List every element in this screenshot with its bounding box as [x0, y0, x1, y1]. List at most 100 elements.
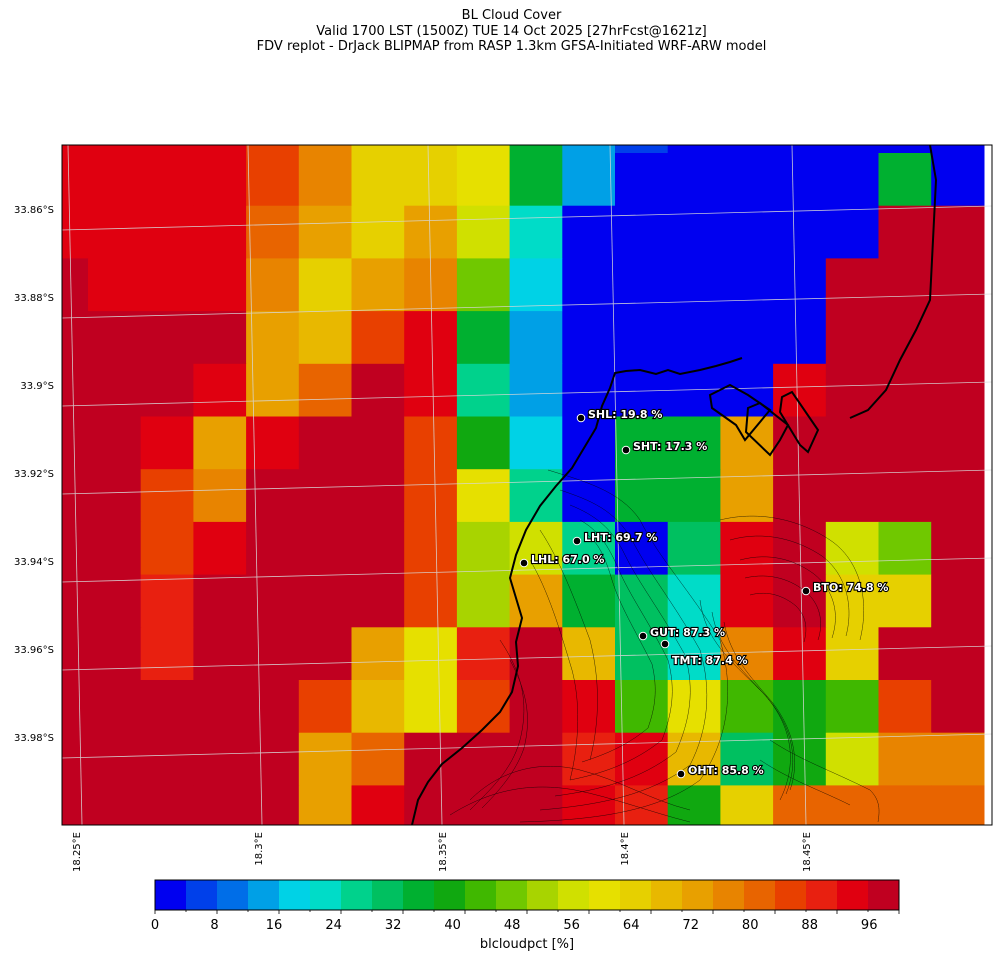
map-frame: [61, 144, 993, 826]
grid-cell: [456, 145, 511, 154]
grid-cell: [615, 311, 669, 365]
grid-cell: [667, 258, 721, 312]
grid-cell: [404, 153, 458, 207]
grid-cell: [140, 574, 194, 628]
grid-cell: [298, 469, 353, 523]
grid-cell: [404, 205, 458, 259]
grid-cell: [351, 521, 405, 576]
grid-cell: [667, 153, 721, 207]
grid-cell: [351, 416, 405, 470]
grid-cell: [88, 574, 142, 628]
map-title-block: BL Cloud Cover Valid 1700 LST (1500Z) TU…: [0, 8, 1001, 55]
grid-cell: [140, 258, 194, 312]
grid-cell: [562, 521, 616, 576]
grid-cell: [825, 145, 880, 154]
grid-cell: [825, 205, 880, 259]
lat-label: 33.98°S: [14, 733, 54, 744]
grid-cell: [667, 521, 721, 576]
grid-cell: [878, 145, 932, 154]
colorbar-swatch: [341, 880, 373, 910]
grid-cell: [140, 153, 194, 207]
latitude-labels: 33.86°S 33.88°S 33.9°S 33.92°S 33.94°S 3…: [14, 205, 54, 744]
grid-cell: [825, 416, 880, 470]
grid-cell: [88, 469, 142, 523]
grid-cell: [720, 785, 774, 825]
colorbar-tick-label: 88: [801, 918, 818, 933]
station-label: SHT: 17.3 %: [633, 440, 707, 453]
grid-cell: [615, 469, 669, 523]
station-dot: [676, 769, 686, 779]
grid-cell: [298, 205, 353, 259]
station-oht[interactable]: OHT: 85.8 %: [676, 763, 765, 779]
grid-cell: [509, 153, 563, 207]
grid-cell: [825, 574, 880, 628]
grid-cell: [931, 838, 984, 891]
station-tmt[interactable]: TMT: 87.4 %: [660, 639, 749, 668]
station-label: LHL: 67.0 %: [531, 553, 604, 566]
station-dot: [660, 639, 670, 649]
station-gut[interactable]: GUT: 87.3 %: [638, 625, 726, 641]
station-lhl[interactable]: LHL: 67.0 %: [519, 552, 606, 568]
grid-cell: [878, 416, 932, 470]
grid-cell: [720, 732, 774, 786]
grid-cell: [773, 732, 827, 786]
grid-cell: [88, 258, 142, 312]
station-label: BTO: 74.8 %: [813, 581, 888, 594]
grid-cell: [456, 732, 511, 786]
grid-cell: [825, 153, 880, 207]
grid-cell: [140, 627, 194, 681]
station-dot: [572, 536, 582, 546]
grid-cell: [615, 145, 669, 154]
grid-cell: [193, 732, 247, 786]
grid-cell: [615, 680, 669, 734]
grid-cell: [878, 153, 932, 207]
grid-cell: [931, 258, 985, 312]
grid-cell: [931, 574, 985, 628]
station-lht[interactable]: LHT: 69.7 %: [572, 530, 658, 546]
station-shl[interactable]: SHL: 19.8 %: [576, 407, 663, 423]
grid-cell: [298, 732, 353, 786]
station-label: TMT: 87.4 %: [672, 654, 748, 667]
grid-cell: [88, 363, 142, 418]
grid-cell: [931, 416, 985, 470]
lat-label: 33.9°S: [20, 381, 54, 392]
grid-cell: [88, 680, 142, 734]
grid-cell: [88, 627, 142, 681]
grid-cell: [193, 205, 247, 259]
grid-cell: [825, 627, 880, 681]
grid-cell: [931, 311, 985, 365]
grid-cell: [351, 145, 405, 154]
colorbar-swatch: [837, 880, 869, 910]
grid-cell: [931, 205, 985, 259]
station-dot: [801, 586, 811, 596]
grid-cell: [404, 145, 458, 154]
grid-cell: [878, 363, 932, 418]
grid-cell: [62, 574, 89, 628]
grid-cell: [351, 680, 405, 734]
grid-cell: [140, 469, 194, 523]
colorbar-swatch: [279, 880, 311, 910]
grid-cell: [562, 680, 616, 734]
grid-cell: [931, 680, 985, 734]
grid-cell: [351, 205, 405, 259]
grid-cell: [246, 363, 300, 418]
grid-cell: [193, 785, 247, 825]
grid-cell: [298, 258, 353, 312]
grid-cell: [246, 153, 300, 207]
grid-cell: [246, 258, 300, 312]
grid-cell: [140, 363, 194, 418]
grid-cell: [773, 574, 827, 628]
colorbar-tick-label: 8: [210, 918, 218, 933]
grid-cell: [720, 145, 774, 154]
station-bto[interactable]: BTO: 74.8 %: [801, 580, 890, 596]
grid-cell: [720, 258, 774, 312]
grid-cell: [825, 311, 880, 365]
grid-cell: [404, 521, 458, 576]
grid-cell: [298, 153, 353, 207]
colorbar: 0 8 16 24 32 40 48 56 64 72 80 88 96 blc…: [151, 879, 900, 952]
model-source-line: FDV replot - DrJack BLIPMAP from RASP 1.…: [256, 39, 767, 54]
colorbar-tick-label: 24: [325, 918, 342, 933]
station-sht[interactable]: SHT: 17.3 %: [621, 439, 708, 455]
grid-cell: [298, 521, 353, 576]
grid-cell: [773, 311, 827, 365]
